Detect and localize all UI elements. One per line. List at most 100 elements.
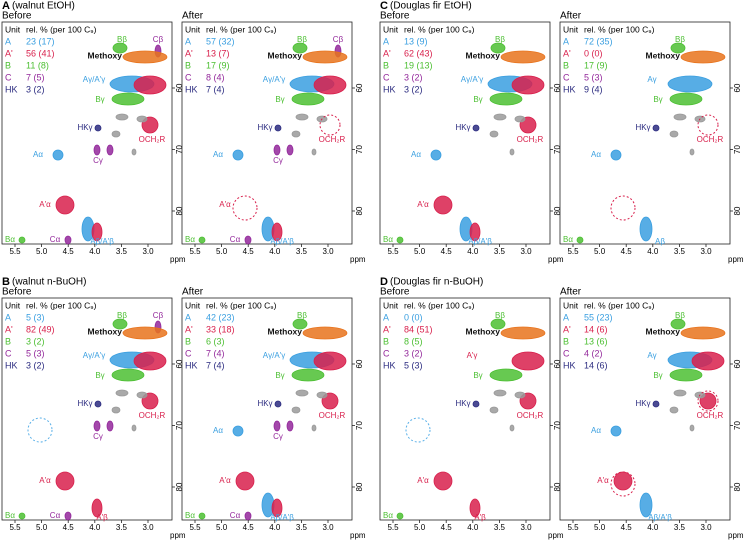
x-tick-label: 4.5 — [243, 523, 255, 532]
unit-value: 55 (23) — [584, 312, 613, 322]
x-tick-label: 4.0 — [269, 523, 281, 532]
signal-label: HKγ — [257, 399, 272, 408]
contour — [433, 195, 453, 215]
contour — [286, 144, 294, 156]
unit-name: A — [563, 312, 569, 322]
contour — [55, 471, 75, 491]
contour — [472, 124, 480, 132]
panel-letter: C — [380, 0, 388, 12]
table-header: rel. % (per 100 C₉) — [206, 24, 277, 34]
contour — [669, 368, 703, 382]
signal-label: HKγ — [455, 123, 470, 132]
signal-label: Cγ — [273, 432, 283, 441]
x-tick-label: 3.5 — [296, 247, 308, 256]
unit-value: 23 (17) — [26, 36, 55, 46]
x-tick-label: 3.0 — [142, 523, 154, 532]
unit-value: 13 (9) — [404, 36, 428, 46]
unit-name: A' — [563, 324, 571, 334]
x-tick-label: 3.5 — [494, 523, 506, 532]
contour — [469, 498, 481, 518]
unit-value: 3 (2) — [26, 360, 45, 370]
panel-title: After — [182, 11, 204, 22]
panel-heading: (Douglas fir EtOH) — [390, 1, 472, 12]
axis-unit: ppm — [350, 255, 366, 264]
contour — [112, 318, 128, 330]
contour — [122, 326, 168, 340]
unit-name: C — [563, 348, 570, 358]
unit-name: C — [185, 348, 192, 358]
unit-name: B — [185, 60, 191, 70]
unit-value: 56 (41) — [26, 48, 55, 58]
x-tick-label: 3.5 — [116, 247, 128, 256]
signal-label: A'α — [39, 476, 51, 485]
signal-label: Bβ — [297, 35, 307, 44]
x-tick-label: 4.0 — [647, 247, 659, 256]
signal-label: OCH₂R — [697, 135, 724, 144]
contour — [232, 425, 244, 437]
signal-label: HKγ — [635, 123, 650, 132]
x-tick-label: 3.5 — [494, 247, 506, 256]
unit-value: 42 (23) — [206, 312, 235, 322]
unit-name: A' — [5, 48, 13, 58]
y-tick-label: 80 — [355, 206, 364, 215]
signal-label: Bβ — [297, 311, 307, 320]
signal-label: A'α — [39, 200, 51, 209]
x-tick-label: 3.0 — [322, 523, 334, 532]
contour — [316, 391, 328, 399]
contour — [493, 113, 507, 121]
unit-name: HK — [185, 84, 198, 94]
unit-name: A' — [383, 324, 391, 334]
contour — [295, 113, 309, 121]
signal-label: Aα — [591, 426, 601, 435]
contour — [500, 50, 546, 64]
contour — [106, 144, 114, 156]
unit-name: B — [563, 336, 569, 346]
x-tick-label: 5.5 — [387, 523, 399, 532]
signal-label: Aβ/A'β — [270, 513, 294, 522]
contour — [489, 368, 523, 382]
unit-name: B — [5, 336, 11, 346]
signal-label: Cα — [50, 235, 61, 244]
x-tick-label: 4.5 — [621, 523, 633, 532]
unit-value: 3 (2) — [26, 84, 45, 94]
unit-name: HK — [5, 360, 18, 370]
x-tick-label: 5.5 — [567, 523, 579, 532]
signal-label: Cα — [50, 511, 61, 520]
signal-label: Cα — [230, 235, 241, 244]
table-header: Unit — [185, 300, 201, 310]
signal-label: Bγ — [473, 95, 482, 104]
x-tick-label: 4.5 — [63, 523, 75, 532]
contour — [94, 400, 102, 408]
signal-label: Cβ — [153, 35, 164, 44]
x-tick-label: 4.0 — [89, 523, 101, 532]
y-tick-label: 60 — [355, 359, 364, 368]
y-tick-label: 60 — [553, 359, 562, 368]
contour — [291, 368, 325, 382]
contour — [396, 512, 404, 520]
signal-label: HKγ — [77, 123, 92, 132]
unit-value: 0 (0) — [404, 312, 423, 322]
x-tick-label: 3.0 — [520, 247, 532, 256]
x-tick-label: 4.0 — [269, 247, 281, 256]
dashed-circle — [319, 114, 341, 136]
signal-label: Methoxy — [466, 50, 501, 60]
unit-value: 6 (3) — [206, 336, 225, 346]
table-header: Unit — [563, 24, 579, 34]
y-tick-label: 80 — [355, 482, 364, 491]
contour — [131, 424, 137, 432]
signal-label: Aγ — [647, 351, 656, 360]
unit-name: A — [185, 312, 191, 322]
signal-label: Methoxy — [88, 326, 123, 336]
contour — [652, 400, 660, 408]
signal-label: Methoxy — [646, 50, 681, 60]
x-tick-label: 4.5 — [441, 523, 453, 532]
unit-name: C — [5, 72, 12, 82]
unit-value: 7 (4) — [206, 360, 225, 370]
contour — [93, 420, 101, 432]
axis-unit: ppm — [548, 255, 564, 264]
x-tick-label: 3.0 — [142, 247, 154, 256]
y-tick-label: 70 — [175, 145, 184, 154]
signal-label: Bβ — [495, 35, 505, 44]
